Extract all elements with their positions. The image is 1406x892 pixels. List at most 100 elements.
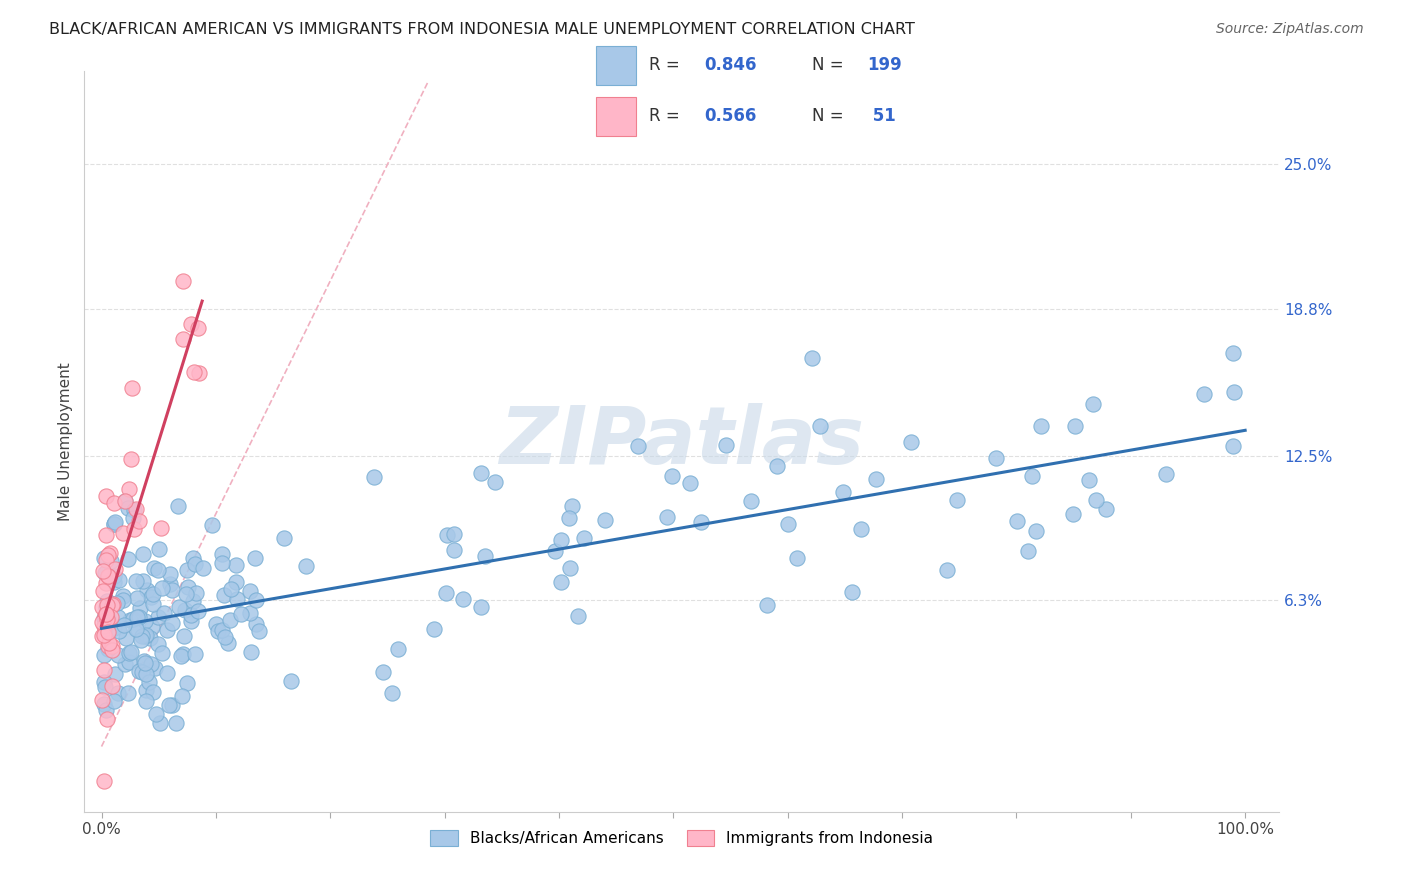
Point bbox=[245, 616, 267, 631]
Point bbox=[114, 631, 136, 645]
Point bbox=[104, 667, 127, 681]
Text: BLACK/AFRICAN AMERICAN VS IMMIGRANTS FROM INDONESIA MALE UNEMPLOYMENT CORRELATIO: BLACK/AFRICAN AMERICAN VS IMMIGRANTS FRO… bbox=[49, 22, 915, 37]
Point bbox=[561, 500, 583, 514]
Text: 0.846: 0.846 bbox=[704, 55, 756, 74]
Point bbox=[212, 588, 235, 602]
Point bbox=[239, 583, 262, 598]
Point bbox=[96, 599, 118, 613]
Point bbox=[451, 591, 474, 606]
Point bbox=[107, 648, 129, 663]
Point bbox=[94, 703, 117, 717]
Point bbox=[141, 590, 163, 604]
Point bbox=[470, 599, 492, 614]
Point bbox=[865, 472, 887, 486]
Point bbox=[121, 612, 143, 626]
Point bbox=[134, 629, 156, 643]
Point bbox=[93, 663, 115, 677]
Point bbox=[135, 682, 157, 697]
Text: N =: N = bbox=[811, 107, 849, 125]
Point bbox=[225, 591, 247, 606]
Point bbox=[91, 565, 114, 579]
Point bbox=[152, 646, 174, 660]
Point bbox=[101, 598, 124, 612]
Point bbox=[132, 547, 155, 561]
Point bbox=[150, 581, 173, 595]
Point bbox=[97, 568, 120, 582]
Point bbox=[627, 439, 650, 453]
Point bbox=[103, 517, 125, 532]
Point bbox=[1222, 439, 1244, 453]
Point bbox=[97, 625, 120, 640]
Point bbox=[174, 603, 197, 617]
Text: ZIPatlas: ZIPatlas bbox=[499, 402, 865, 481]
Point bbox=[132, 574, 155, 588]
Point bbox=[422, 622, 444, 636]
Point bbox=[946, 492, 969, 507]
Point bbox=[801, 351, 824, 366]
Point bbox=[122, 503, 145, 517]
Point bbox=[1078, 473, 1101, 487]
Point bbox=[156, 666, 179, 681]
Point bbox=[127, 623, 149, 637]
Point bbox=[97, 568, 120, 582]
Point bbox=[159, 566, 181, 581]
Point bbox=[131, 629, 153, 643]
Y-axis label: Male Unemployment: Male Unemployment bbox=[58, 362, 73, 521]
Point bbox=[93, 611, 115, 625]
Point bbox=[434, 586, 457, 600]
Point bbox=[239, 606, 262, 620]
Point bbox=[1005, 514, 1028, 528]
Point bbox=[150, 521, 173, 535]
Point bbox=[96, 594, 118, 608]
Point bbox=[187, 604, 209, 618]
Point bbox=[174, 587, 197, 601]
Point bbox=[186, 586, 208, 600]
Point bbox=[141, 620, 163, 634]
Point bbox=[740, 493, 762, 508]
Point bbox=[146, 563, 169, 577]
Point bbox=[125, 502, 148, 516]
Point bbox=[142, 587, 165, 601]
Point bbox=[135, 628, 157, 642]
Point bbox=[808, 419, 831, 434]
Point bbox=[214, 630, 236, 644]
Point bbox=[120, 452, 142, 467]
Text: 0.566: 0.566 bbox=[704, 107, 756, 125]
Point bbox=[247, 624, 270, 639]
Point bbox=[128, 664, 150, 678]
Point bbox=[101, 679, 124, 693]
Point bbox=[180, 607, 202, 622]
Point bbox=[129, 632, 152, 647]
Point bbox=[96, 612, 118, 626]
Point bbox=[245, 593, 267, 607]
Point bbox=[567, 609, 589, 624]
Point bbox=[443, 527, 465, 541]
Point bbox=[166, 500, 188, 514]
Point bbox=[132, 654, 155, 668]
Point bbox=[112, 618, 135, 632]
Point bbox=[273, 532, 295, 546]
Point bbox=[170, 649, 193, 664]
Point bbox=[550, 533, 572, 548]
Point bbox=[831, 484, 853, 499]
Point bbox=[117, 686, 139, 700]
Point bbox=[172, 647, 194, 661]
Point bbox=[225, 558, 247, 573]
Point bbox=[91, 693, 114, 707]
Point bbox=[225, 574, 247, 589]
Point bbox=[135, 694, 157, 708]
Point bbox=[205, 617, 228, 632]
Point bbox=[100, 554, 122, 568]
Point bbox=[295, 559, 318, 574]
Point bbox=[145, 706, 167, 721]
Point bbox=[160, 583, 183, 598]
Point bbox=[112, 592, 135, 607]
Point bbox=[111, 525, 134, 540]
Text: R =: R = bbox=[648, 55, 685, 74]
Point bbox=[211, 623, 233, 637]
Point bbox=[180, 615, 202, 629]
Point bbox=[160, 615, 183, 630]
Point bbox=[181, 594, 204, 608]
Point bbox=[91, 629, 114, 643]
Point bbox=[94, 566, 117, 581]
